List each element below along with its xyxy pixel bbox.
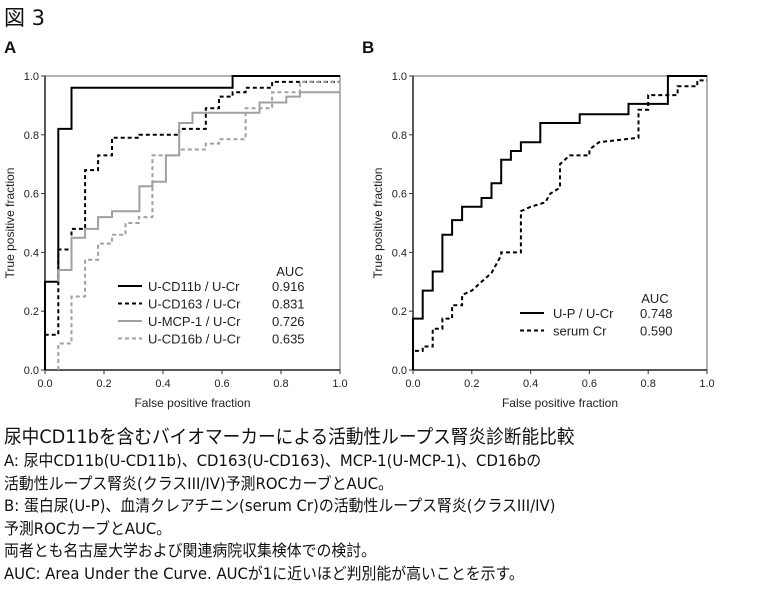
legend-auc-value: 0.635: [272, 332, 305, 347]
y-tick-label: 0.4: [392, 247, 407, 259]
roc-curve-u-p-u-cr: [412, 75, 707, 370]
legend-series-name: U-CD16b / U-Cr: [148, 332, 241, 347]
y-axis-label: True positive fraction: [3, 168, 17, 279]
x-tick-label: 0.2: [464, 378, 479, 390]
caption-line: AUC: Area Under the Curve. AUCが1に近いほど判別能…: [4, 563, 524, 583]
legend-auc-value: 0.831: [272, 297, 305, 312]
caption-line: A: 尿中CD11b(U-CD11b)、CD163(U-CD163)、MCP-1…: [4, 451, 542, 470]
roc-curve-serum-cr: [412, 79, 707, 370]
x-tick-label: 0.0: [37, 378, 52, 390]
x-tick-label: 0.8: [641, 378, 656, 390]
legend-auc-value: 0.916: [272, 279, 305, 294]
caption: 尿中CD11bを含むバイオマーカーによる活動性ループス腎炎診断能比較 A: 尿中…: [4, 424, 760, 585]
roc-curve-u-cd163-u-cr: [44, 80, 340, 370]
legend-series-name: U-P / U-Cr: [553, 306, 614, 321]
panel-b-label: B: [362, 38, 375, 57]
x-tick-label: 0.6: [582, 378, 597, 390]
caption-line: 両者とも名古屋大学および関連病院収集検体での検討。: [4, 541, 377, 560]
x-tick-label: 0.4: [155, 378, 170, 390]
caption-line: 活動性ループス腎炎(クラスIII/IV)予測ROCカーブとAUC。: [4, 473, 393, 493]
y-tick-label: 0.0: [392, 365, 407, 377]
y-tick-label: 1.0: [392, 71, 407, 83]
x-axis-label: False positive fraction: [502, 396, 618, 410]
caption-line: B: 蛋白尿(U-P)、血清クレアチニン(serum Cr)の活動性ループス腎炎…: [4, 496, 556, 515]
y-tick-label: 0.6: [392, 189, 407, 201]
y-tick-label: 0.8: [24, 130, 39, 142]
y-axis-label: True positive fraction: [371, 168, 385, 279]
legend-title: AUC: [641, 291, 668, 306]
x-tick-label: 0.0: [405, 378, 420, 390]
y-tick-label: 0.6: [24, 189, 39, 201]
x-tick-label: 0.2: [96, 378, 111, 390]
roc-charts: 0.0 0.2 0.4 0.6 0.8 1.0 0.0 0.2 0.4 0.6 0.8 1.0 Fals…: [3, 71, 715, 410]
caption-line: 予測ROCカーブとAUC。: [4, 518, 172, 538]
y-tick-label: 0.8: [392, 130, 407, 142]
caption-title: 尿中CD11bを含むバイオマーカーによる活動性ループス腎炎診断能比較: [4, 426, 575, 448]
roc-curve-u-mcp-1-u-cr: [57, 91, 340, 282]
roc-curve-u-cd16b-u-cr: [57, 80, 340, 370]
x-tick-label: 1.0: [699, 378, 714, 390]
legend-series-name: U-MCP-1 / U-Cr: [148, 314, 241, 329]
chart-panel-a: 0.0 0.2 0.4 0.6 0.8 1.0 0.0 0.2 0.4 0.6 0.8 1.0 Fals…: [3, 71, 348, 410]
x-axis-label: False positive fraction: [134, 396, 250, 410]
legend-auc-value: 0.748: [640, 306, 673, 321]
chart-panel-b: 0.0 0.2 0.4 0.6 0.8 1.0 0.0 0.2 0.4 0.6 0.8 1.0 Fals…: [371, 71, 715, 410]
x-tick-label: 0.8: [273, 378, 288, 390]
x-tick-label: 1.0: [332, 378, 347, 390]
x-tick-label: 0.4: [523, 378, 538, 390]
y-tick-label: 0.4: [24, 247, 39, 259]
y-tick-label: 0.2: [24, 306, 39, 318]
y-tick-label: 1.0: [24, 71, 39, 83]
legend-series-name: serum Cr: [553, 324, 607, 339]
y-tick-label: 0.2: [392, 306, 407, 318]
figure-label: 図 3: [4, 6, 46, 30]
y-tick-label: 0.0: [24, 365, 39, 377]
roc-curve-u-cd11b-u-cr: [44, 75, 340, 370]
legend-auc-value: 0.590: [640, 324, 673, 339]
legend-auc-value: 0.726: [272, 314, 305, 329]
legend-series-name: U-CD11b / U-Cr: [148, 279, 240, 294]
legend-series-name: U-CD163 / U-Cr: [148, 297, 241, 312]
x-tick-label: 0.6: [214, 378, 229, 390]
legend-title: AUC: [276, 264, 303, 279]
panel-a-label: A: [4, 38, 17, 57]
